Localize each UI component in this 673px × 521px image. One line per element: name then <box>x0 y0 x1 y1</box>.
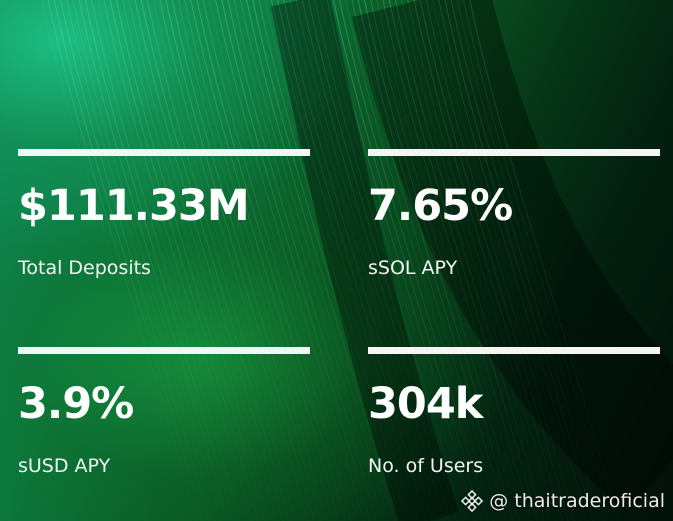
stat-divider-bar <box>368 347 660 354</box>
watermark: @ thaitraderoficial <box>461 490 665 512</box>
stat-label: No. of Users <box>368 455 484 477</box>
stat-value: 3.9% <box>18 379 134 429</box>
stat-label: sUSD APY <box>18 455 111 477</box>
stat-label: sSOL APY <box>368 257 458 279</box>
stat-ssol-apy: 7.65% sSOL APY <box>368 149 660 278</box>
stat-value: 7.65% <box>368 181 513 231</box>
stat-value: $111.33M <box>18 181 250 231</box>
stat-number-of-users: 304k No. of Users <box>368 347 660 476</box>
stat-divider-bar <box>18 347 310 354</box>
stat-label: Total Deposits <box>18 257 151 279</box>
stat-value: 304k <box>368 379 483 429</box>
stat-susd-apy: 3.9% sUSD APY <box>18 347 310 476</box>
stat-divider-bar <box>368 149 660 156</box>
binance-logo-icon <box>461 490 484 512</box>
watermark-handle: @ thaitraderoficial <box>489 490 665 512</box>
stat-divider-bar <box>18 149 310 156</box>
stat-total-deposits: $111.33M Total Deposits <box>18 149 310 278</box>
